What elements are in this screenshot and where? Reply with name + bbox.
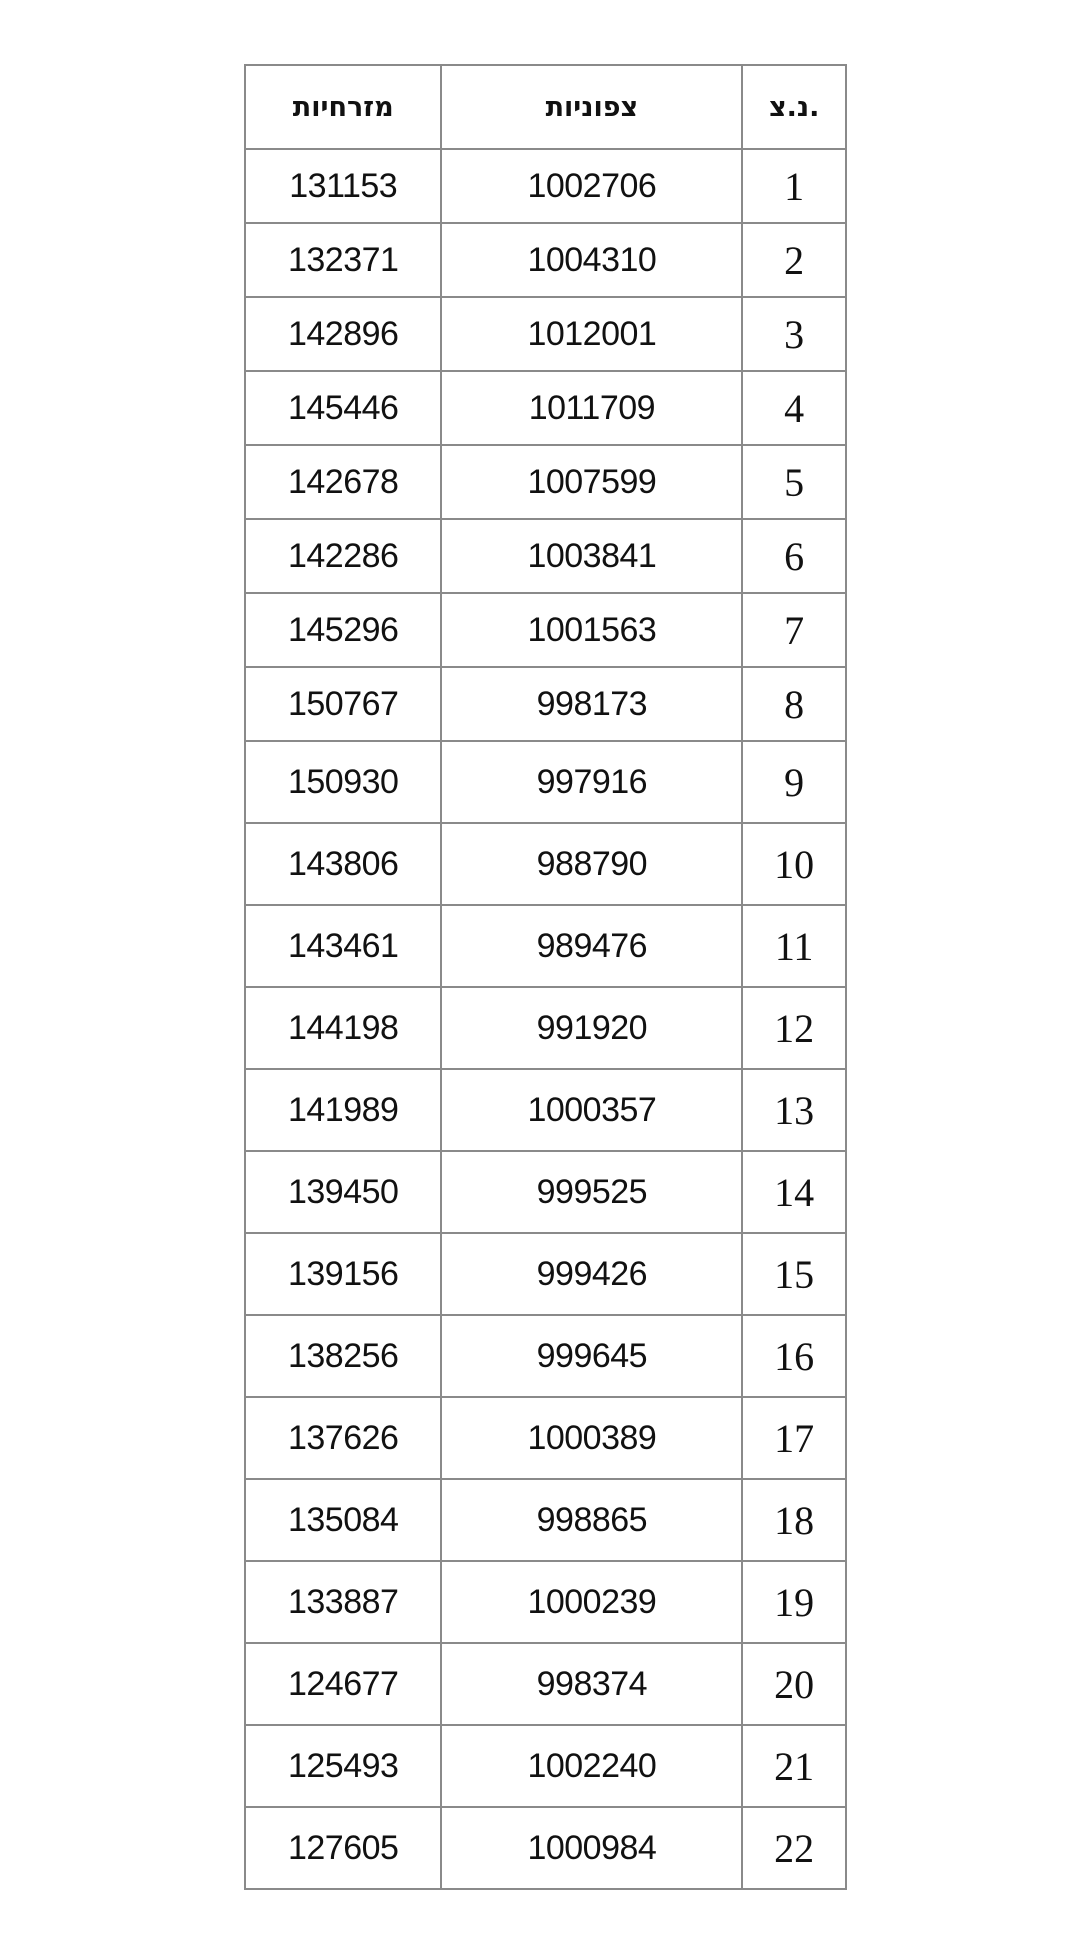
- cell-index: 12: [741, 986, 847, 1070]
- table-row: 142678 1007599 5: [243, 444, 847, 520]
- cell-east: 132371: [243, 222, 443, 298]
- cell-east: 143806: [243, 822, 443, 906]
- cell-east: 135084: [243, 1478, 443, 1562]
- cell-north: 1001563: [440, 592, 744, 668]
- cell-east: 131153: [243, 148, 443, 224]
- table-row: 139450 999525 14: [243, 1150, 847, 1234]
- cell-east: 139156: [243, 1232, 443, 1316]
- table-row: 131153 1002706 1: [243, 148, 847, 224]
- cell-north: 998173: [440, 666, 744, 742]
- cell-east: 127605: [243, 1806, 443, 1890]
- table-row: 127605 1000984 22: [243, 1806, 847, 1890]
- cell-north: 1007599: [440, 444, 744, 520]
- cell-east: 138256: [243, 1314, 443, 1398]
- cell-north: 1011709: [440, 370, 744, 446]
- table-row: 135084 998865 18: [243, 1478, 847, 1562]
- table-row: 139156 999426 15: [243, 1232, 847, 1316]
- cell-north: 998374: [440, 1642, 744, 1726]
- cell-index: 15: [741, 1232, 847, 1316]
- table-row: 138256 999645 16: [243, 1314, 847, 1398]
- cell-index: 4: [741, 370, 847, 446]
- cell-east: 139450: [243, 1150, 443, 1234]
- cell-index: 1: [741, 148, 847, 224]
- cell-index: 17: [741, 1396, 847, 1480]
- cell-east: 143461: [243, 904, 443, 988]
- cell-north: 991920: [440, 986, 744, 1070]
- cell-north: 999645: [440, 1314, 744, 1398]
- table-row: 150767 998173 8: [243, 666, 847, 742]
- cell-north: 999426: [440, 1232, 744, 1316]
- cell-north: 989476: [440, 904, 744, 988]
- cell-index: 10: [741, 822, 847, 906]
- cell-index: 7: [741, 592, 847, 668]
- table-row: 143806 988790 10: [243, 822, 847, 906]
- header-north: צפוניות: [440, 64, 744, 150]
- cell-index: 5: [741, 444, 847, 520]
- cell-north: 1012001: [440, 296, 744, 372]
- cell-east: 142286: [243, 518, 443, 594]
- table-row: 142286 1003841 6: [243, 518, 847, 594]
- cell-north: 999525: [440, 1150, 744, 1234]
- table-row: 125493 1002240 21: [243, 1724, 847, 1808]
- table-row: 142896 1012001 3: [243, 296, 847, 372]
- cell-north: 997916: [440, 740, 744, 824]
- header-row: מזרחיות צפוניות נ.צ.: [243, 64, 847, 150]
- table-row: 145296 1001563 7: [243, 592, 847, 668]
- table-row: 137626 1000389 17: [243, 1396, 847, 1480]
- cell-east: 145446: [243, 370, 443, 446]
- cell-east: 133887: [243, 1560, 443, 1644]
- table-row: 124677 998374 20: [243, 1642, 847, 1726]
- cell-north: 1002706: [440, 148, 744, 224]
- cell-index: 14: [741, 1150, 847, 1234]
- cell-north: 1002240: [440, 1724, 744, 1808]
- header-index: נ.צ.: [741, 64, 847, 150]
- cell-east: 150930: [243, 740, 443, 824]
- cell-index: 11: [741, 904, 847, 988]
- cell-index: 20: [741, 1642, 847, 1726]
- cell-index: 16: [741, 1314, 847, 1398]
- header-east: מזרחיות: [243, 64, 443, 150]
- cell-east: 141989: [243, 1068, 443, 1152]
- cell-north: 998865: [440, 1478, 744, 1562]
- table-row: 143461 989476 11: [243, 904, 847, 988]
- cell-index: 6: [741, 518, 847, 594]
- cell-index: 13: [741, 1068, 847, 1152]
- cell-north: 1000239: [440, 1560, 744, 1644]
- cell-index: 3: [741, 296, 847, 372]
- cell-index: 19: [741, 1560, 847, 1644]
- coordinates-table: מזרחיות צפוניות נ.צ. 131153 1002706 1 13237…: [243, 64, 847, 1890]
- cell-index: 9: [741, 740, 847, 824]
- cell-north: 1003841: [440, 518, 744, 594]
- cell-north: 1000357: [440, 1068, 744, 1152]
- cell-index: 2: [741, 222, 847, 298]
- cell-north: 1004310: [440, 222, 744, 298]
- cell-east: 125493: [243, 1724, 443, 1808]
- cell-east: 145296: [243, 592, 443, 668]
- cell-index: 18: [741, 1478, 847, 1562]
- table-row: 150930 997916 9: [243, 740, 847, 824]
- cell-east: 150767: [243, 666, 443, 742]
- cell-east: 124677: [243, 1642, 443, 1726]
- cell-north: 1000984: [440, 1806, 744, 1890]
- table-row: 132371 1004310 2: [243, 222, 847, 298]
- table-row: 141989 1000357 13: [243, 1068, 847, 1152]
- cell-east: 142678: [243, 444, 443, 520]
- cell-east: 137626: [243, 1396, 443, 1480]
- cell-index: 22: [741, 1806, 847, 1890]
- cell-index: 21: [741, 1724, 847, 1808]
- table-row: 133887 1000239 19: [243, 1560, 847, 1644]
- cell-index: 8: [741, 666, 847, 742]
- cell-north: 988790: [440, 822, 744, 906]
- cell-east: 144198: [243, 986, 443, 1070]
- cell-north: 1000389: [440, 1396, 744, 1480]
- cell-east: 142896: [243, 296, 443, 372]
- table-row: 144198 991920 12: [243, 986, 847, 1070]
- table-row: 145446 1011709 4: [243, 370, 847, 446]
